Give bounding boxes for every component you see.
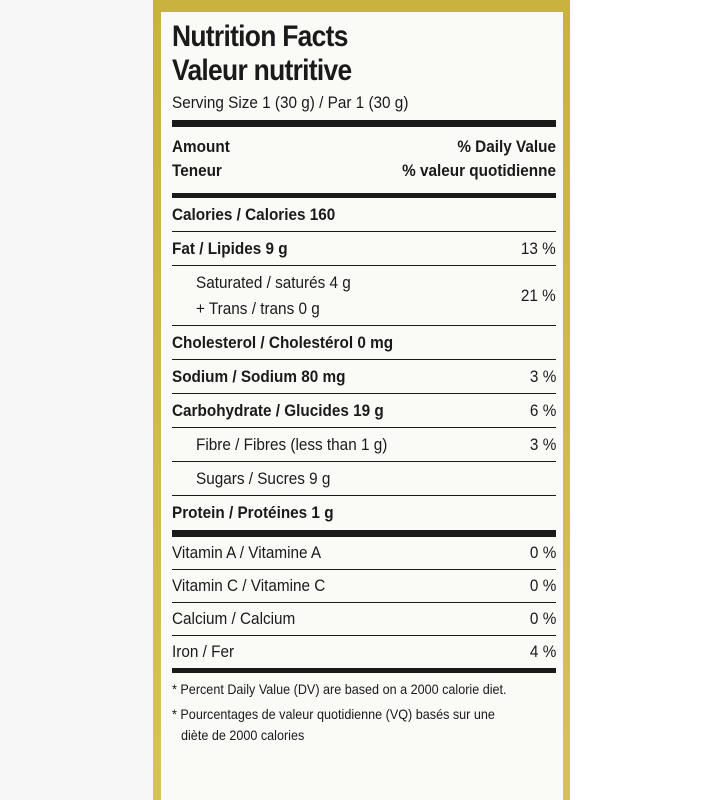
divider xyxy=(172,393,556,394)
nutrition-facts-table: Nutrition Facts Valeur nutritive Serving… xyxy=(172,20,556,750)
divider-medium xyxy=(172,668,556,673)
divider-thick xyxy=(172,120,556,127)
title-english: Nutrition Facts xyxy=(172,20,348,53)
fibre-label: Fibre / Fibres (less than 1 g) xyxy=(196,434,388,454)
row-fibre: Fibre / Fibres (less than 1 g) 3 % xyxy=(172,428,556,461)
row-sugars: Sugars / Sucres 9 g xyxy=(172,462,556,495)
divider-thick xyxy=(172,530,556,537)
row-saturated-trans: Saturated / saturés 4 g + Trans / trans … xyxy=(172,266,556,325)
trans-label: + Trans / trans 0 g xyxy=(196,298,320,318)
daily-value-label-fr: % valeur quotidienne xyxy=(402,161,556,180)
divider xyxy=(172,495,556,496)
row-calories: Calories / Calories 160 xyxy=(172,198,556,231)
footnote-english: * Percent Daily Value (DV) are based on … xyxy=(172,681,507,697)
footnote-french-line1: * Pourcentages de valeur quotidienne (VQ… xyxy=(172,706,495,722)
row-calcium: Calcium / Calcium 0 % xyxy=(172,603,556,635)
divider xyxy=(172,359,556,360)
sodium-label: Sodium / Sodium 80 mg xyxy=(172,366,346,386)
row-carbohydrate: Carbohydrate / Glucides 19 g 6 % xyxy=(172,394,556,427)
divider xyxy=(172,461,556,462)
cholesterol-label: Cholesterol / Cholestérol 0 mg xyxy=(172,332,394,352)
saturated-trans-dv: 21 % xyxy=(521,285,556,305)
divider xyxy=(172,602,556,603)
row-fat: Fat / Lipides 9 g 13 % xyxy=(172,232,556,265)
footnotes: * Percent Daily Value (DV) are based on … xyxy=(172,673,518,746)
divider xyxy=(172,325,556,326)
row-iron: Iron / Fer 4 % xyxy=(172,636,556,668)
row-vitamin-c: Vitamin C / Vitamine C 0 % xyxy=(172,570,556,602)
carbohydrate-label: Carbohydrate / Glucides 19 g xyxy=(172,400,384,420)
calcium-dv: 0 % xyxy=(529,609,556,628)
sodium-dv: 3 % xyxy=(529,366,556,386)
vitamin-a-dv: 0 % xyxy=(529,543,556,562)
divider xyxy=(172,569,556,570)
sugars-label: Sugars / Sucres 9 g xyxy=(196,468,331,488)
footnote-french-line2: diète de 2000 calories xyxy=(181,727,305,743)
background-right xyxy=(570,0,728,800)
vitamin-a-label: Vitamin A / Vitamine A xyxy=(172,543,322,562)
protein-label: Protein / Protéines 1 g xyxy=(172,503,334,522)
row-protein: Protein / Protéines 1 g xyxy=(172,496,556,530)
divider xyxy=(172,635,556,636)
background-left xyxy=(0,0,153,800)
title-french: Valeur nutritive xyxy=(172,54,352,87)
vitamin-c-dv: 0 % xyxy=(529,576,556,595)
divider xyxy=(172,231,556,232)
iron-dv: 4 % xyxy=(529,642,556,661)
carbohydrate-dv: 6 % xyxy=(529,400,556,420)
saturated-label: Saturated / saturés 4 g xyxy=(196,272,351,292)
fat-dv: 13 % xyxy=(521,238,556,258)
daily-value-label-en: % Daily Value xyxy=(457,137,556,156)
column-header: Amount Teneur % Daily Value % valeur quo… xyxy=(172,127,556,193)
calories-label: Calories / Calories 160 xyxy=(172,204,336,224)
iron-label: Iron / Fer xyxy=(172,642,235,661)
row-vitamin-a: Vitamin A / Vitamine A 0 % xyxy=(172,537,556,569)
calcium-label: Calcium / Calcium xyxy=(172,609,296,628)
amount-label-en: Amount xyxy=(172,137,230,156)
fat-label: Fat / Lipides 9 g xyxy=(172,238,288,258)
divider xyxy=(172,427,556,428)
amount-label-fr: Teneur xyxy=(172,161,222,180)
row-cholesterol: Cholesterol / Cholestérol 0 mg xyxy=(172,326,556,359)
serving-size: Serving Size 1 (30 g) / Par 1 (30 g) xyxy=(172,93,409,112)
row-sodium: Sodium / Sodium 80 mg 3 % xyxy=(172,360,556,393)
vitamin-c-label: Vitamin C / Vitamine C xyxy=(172,576,326,595)
fibre-dv: 3 % xyxy=(529,434,556,454)
divider xyxy=(172,265,556,266)
divider-medium xyxy=(172,193,556,198)
